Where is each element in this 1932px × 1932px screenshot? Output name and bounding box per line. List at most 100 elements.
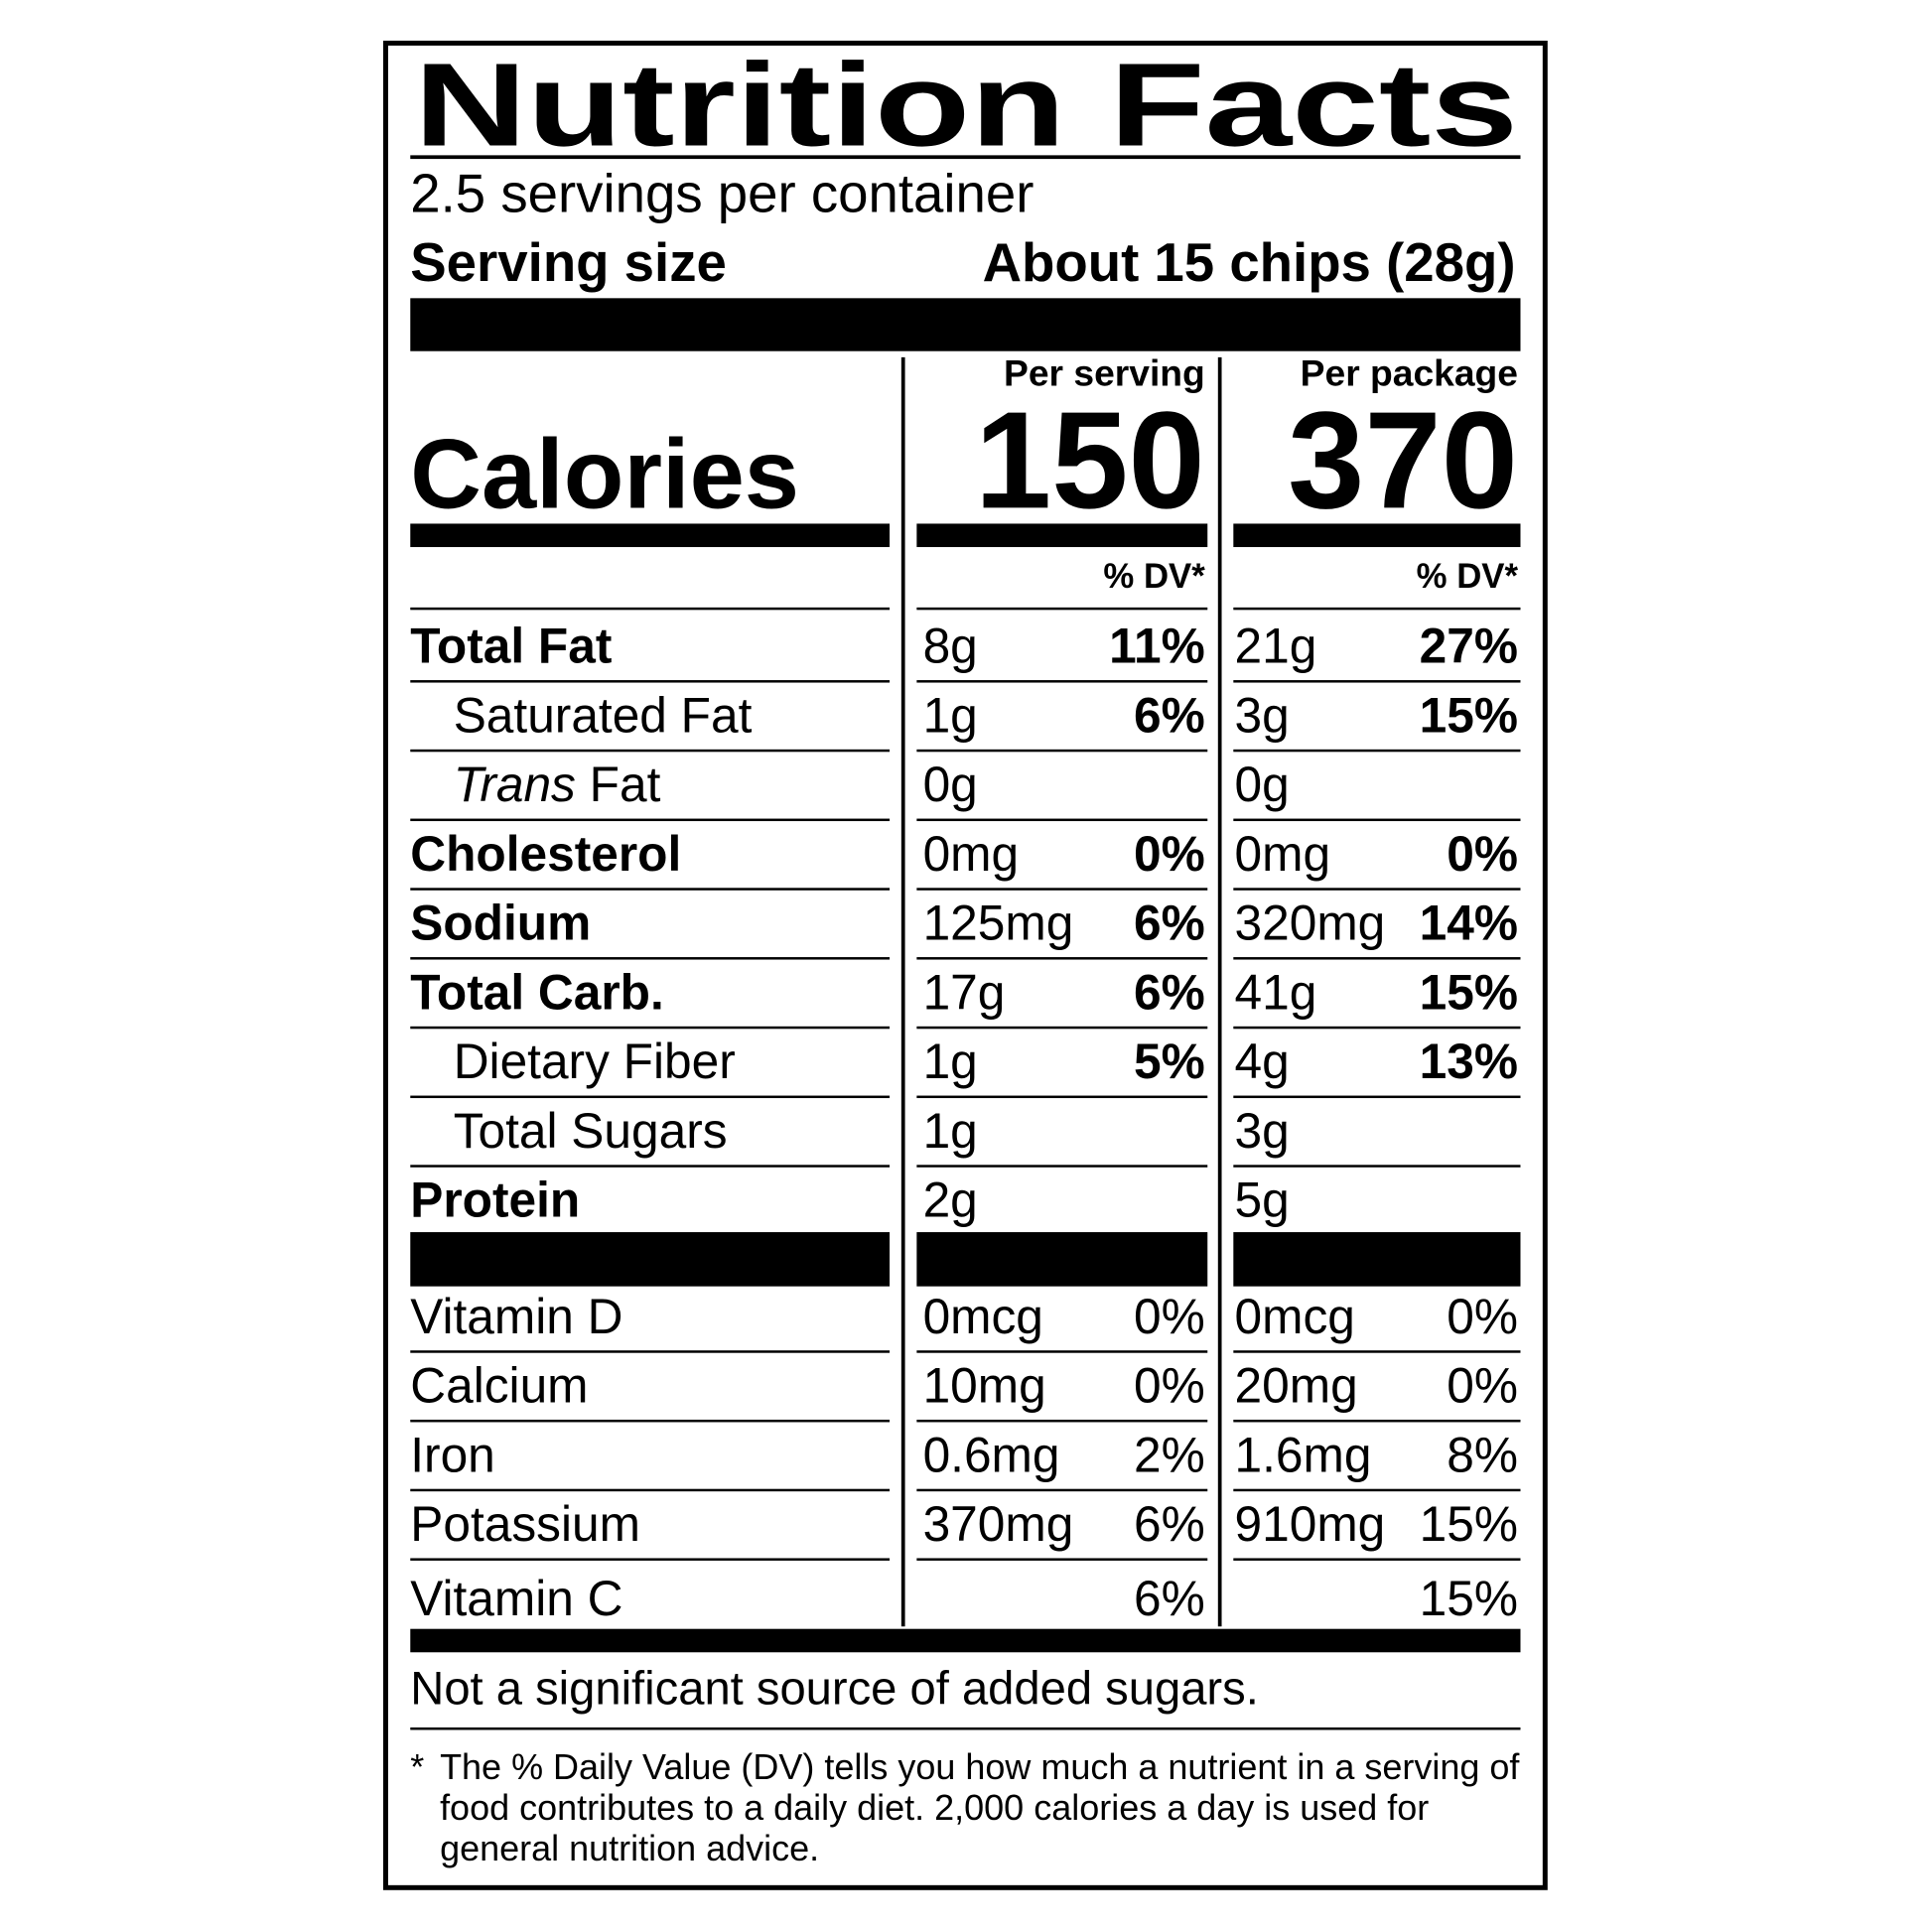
- row-rule: [916, 1165, 1208, 1168]
- row-rule: [410, 680, 891, 683]
- nutrient-name: Total Carb.: [410, 964, 663, 1020]
- column-header: Per package: [1301, 351, 1518, 393]
- thick-bar: [1233, 523, 1521, 548]
- row-rule: [1233, 749, 1521, 753]
- daily-value: 15%: [1420, 964, 1518, 1020]
- nutrient-name: Vitamin C: [410, 1571, 622, 1626]
- nutrient-name-text: Vitamin C: [410, 1571, 622, 1626]
- row-rule: [1233, 888, 1521, 891]
- amount: 3g: [1235, 1103, 1290, 1159]
- daily-value: 5%: [1134, 1034, 1205, 1089]
- row-rule: [916, 1026, 1208, 1030]
- amount: 0mg: [1235, 826, 1331, 882]
- amount: 0.6mg: [923, 1427, 1060, 1482]
- nutrient-name-text: Total Fat: [410, 619, 612, 674]
- amount: 41g: [1235, 964, 1317, 1020]
- serving-size-value: About 15 chips (28g): [983, 232, 1516, 293]
- servings: 2.5 servings per container: [410, 163, 1034, 223]
- daily-value: 0%: [1447, 826, 1518, 882]
- row-rule: [410, 957, 891, 960]
- nutrient-name: Potassium: [410, 1496, 640, 1552]
- nutrient-name-text: Total Carb.: [410, 964, 663, 1020]
- row-rule: [916, 1419, 1208, 1423]
- title: Nutrition Facts: [414, 39, 1518, 171]
- daily-value: 0%: [1134, 826, 1205, 882]
- row-rule: [410, 818, 891, 822]
- amount: 1g: [923, 1034, 978, 1089]
- row-rule: [1233, 818, 1521, 822]
- daily-value: 8%: [1447, 1427, 1518, 1482]
- row-rule: [410, 607, 891, 611]
- nutrient-name: Cholesterol: [410, 826, 681, 882]
- row-rule: [916, 818, 1208, 822]
- nutrient-name-text: Protein: [410, 1173, 580, 1228]
- amount: 1.6mg: [1235, 1427, 1372, 1482]
- thick-bar: [410, 1232, 891, 1287]
- daily-value: 11%: [1109, 619, 1205, 674]
- amount: 0g: [923, 757, 978, 812]
- row-rule: [916, 957, 1208, 960]
- serving-size-label: Serving size: [410, 232, 727, 293]
- rule: [410, 1726, 1521, 1730]
- row-rule: [1233, 1558, 1521, 1561]
- amount: 910mg: [1235, 1496, 1386, 1552]
- calories-label: Calories: [410, 419, 799, 529]
- added-sugars-note: Not a significant source of added sugars…: [410, 1661, 1259, 1714]
- daily-value: 6%: [1134, 1571, 1205, 1626]
- amount: 5g: [1235, 1173, 1290, 1228]
- thick-bar: [1233, 1232, 1521, 1287]
- row-rule: [1233, 1488, 1521, 1492]
- amount: 8g: [923, 619, 978, 674]
- row-rule: [410, 1558, 891, 1561]
- row-rule: [1233, 1026, 1521, 1030]
- footnote-line: general nutrition advice.: [440, 1828, 819, 1868]
- amount: 20mg: [1235, 1358, 1358, 1414]
- daily-value: 2%: [1134, 1427, 1205, 1482]
- daily-value: 15%: [1420, 1496, 1518, 1552]
- daily-value: 0%: [1134, 1358, 1205, 1414]
- amount: 320mg: [1235, 896, 1386, 951]
- row-rule: [1233, 680, 1521, 683]
- amount: 2g: [923, 1173, 978, 1228]
- nutrient-name-text: Total Sugars: [454, 1103, 728, 1159]
- nutrient-name: Calcium: [410, 1358, 588, 1414]
- label-border: [382, 40, 1548, 1890]
- row-rule: [410, 888, 891, 891]
- row-rule: [916, 1350, 1208, 1353]
- row-rule: [916, 888, 1208, 891]
- column-header: Per serving: [1004, 351, 1205, 393]
- row-rule: [1233, 1350, 1521, 1353]
- footnote-mark: *: [410, 1746, 424, 1787]
- nutrient-name-italic: Trans: [454, 757, 576, 812]
- row-rule: [410, 749, 891, 753]
- daily-value: 27%: [1420, 619, 1518, 674]
- daily-value: 6%: [1134, 896, 1205, 951]
- nutrient-name-text: Iron: [410, 1427, 495, 1482]
- amount: 0mcg: [923, 1289, 1043, 1344]
- daily-value: 13%: [1420, 1034, 1518, 1089]
- dv-header: % DV*: [1103, 558, 1205, 596]
- daily-value: 15%: [1420, 1571, 1518, 1626]
- thick-bar: [410, 523, 891, 548]
- nutrient-name-text: Saturated Fat: [454, 687, 753, 743]
- thick-bar: [410, 1628, 1521, 1653]
- thick-bar: [916, 1232, 1208, 1287]
- amount: 0g: [1235, 757, 1290, 812]
- amount: 1g: [923, 1103, 978, 1159]
- nutrient-name: Total Fat: [410, 619, 612, 674]
- daily-value: 0%: [1134, 1289, 1205, 1344]
- row-rule: [410, 1350, 891, 1353]
- amount: 370mg: [923, 1496, 1074, 1552]
- amount: 0mcg: [1235, 1289, 1355, 1344]
- nutrient-name: Trans Fat: [454, 757, 661, 812]
- row-rule: [1233, 607, 1521, 611]
- amount: 125mg: [923, 896, 1074, 951]
- thick-bar: [410, 298, 1521, 351]
- amount: 21g: [1235, 619, 1317, 674]
- nutrient-name: Protein: [410, 1173, 580, 1228]
- row-rule: [916, 1095, 1208, 1099]
- nutrient-name-text: Cholesterol: [410, 826, 681, 882]
- row-rule: [1233, 957, 1521, 960]
